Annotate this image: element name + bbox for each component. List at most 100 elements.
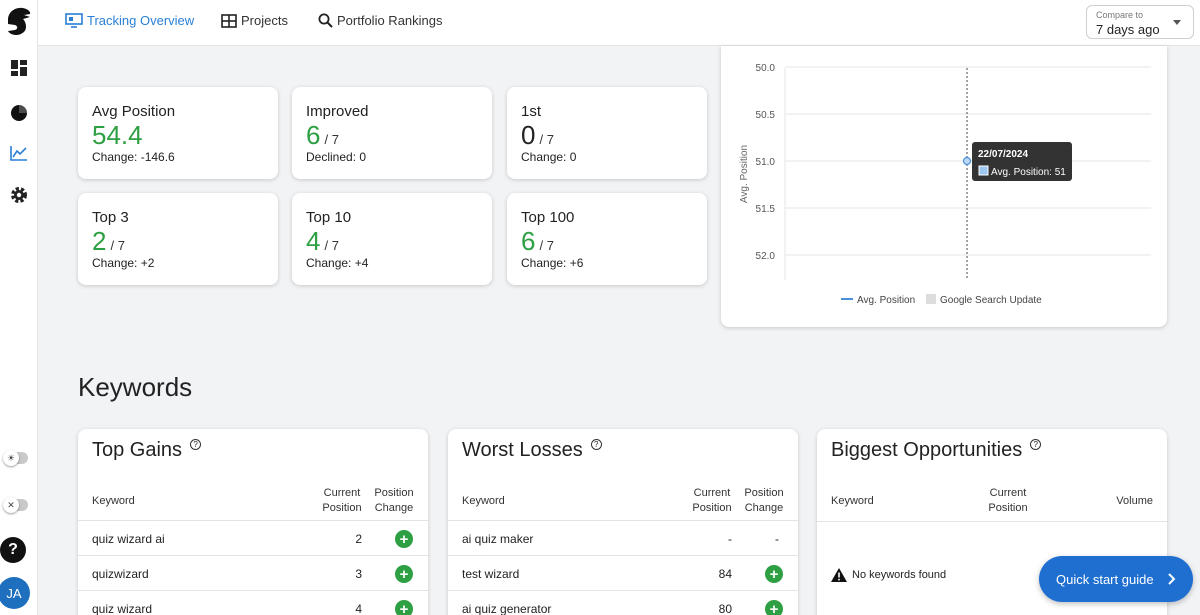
keyword-cell: quizwizard: [92, 567, 149, 581]
compare-select[interactable]: Compare to 7 days ago: [1086, 5, 1194, 39]
tab-projects[interactable]: Projects: [221, 13, 288, 28]
tooltip: 22/07/2024 Avg. Position: 51: [972, 142, 1072, 181]
stat-change: Change: -146.6: [92, 150, 175, 164]
position-cell: 84: [718, 567, 732, 581]
y-tick-label: 52.0: [756, 251, 776, 262]
keyword-cell: quiz wizard: [92, 602, 153, 615]
panel-title: Top Gains?: [92, 439, 202, 462]
col-header-volume: Volume: [1116, 495, 1153, 507]
logo-icon[interactable]: [0, 6, 38, 36]
plus-icon: +: [765, 565, 783, 583]
y-tick-label: 50.5: [756, 110, 776, 121]
stat-card-improved: Improved 6/ 7 Declined: 0: [292, 87, 492, 179]
line-chart-icon[interactable]: [0, 145, 38, 161]
tab-label: Projects: [241, 13, 288, 28]
help-icon[interactable]: ?: [190, 439, 202, 450]
col-header-current: Current Position: [692, 487, 732, 514]
y-tick-label: 50.0: [756, 63, 776, 74]
empty-state: No keywords found: [831, 568, 946, 582]
help-button[interactable]: ?: [0, 537, 26, 563]
keyword-cell: test wizard: [462, 567, 520, 581]
change-cell: -: [775, 532, 779, 546]
col-header-change: Position Change: [744, 487, 784, 514]
stat-title: Top 100: [521, 209, 575, 226]
stat-value: 6/ 7: [521, 226, 554, 256]
tab-tracking-overview[interactable]: Tracking Overview: [65, 13, 194, 28]
worst-losses-panel: Worst Losses? Keyword Current Position P…: [448, 429, 798, 615]
help-icon[interactable]: ?: [1030, 439, 1042, 450]
position-cell: 4: [355, 602, 362, 615]
keyword-cell: quiz wizard ai: [92, 532, 165, 546]
stat-value: 4/ 7: [306, 226, 339, 256]
chevron-right-icon: [1167, 573, 1175, 585]
stat-value: 6/ 7: [306, 120, 339, 150]
stat-change: Change: +2: [92, 256, 155, 270]
col-header-keyword: Keyword: [92, 495, 135, 507]
stat-card-avg-position: Avg Position 54.4 Change: -146.6: [78, 87, 278, 179]
sound-toggle[interactable]: ✕: [3, 497, 28, 513]
tooltip-text: Avg. Position: 51: [991, 167, 1066, 178]
y-axis-label: Avg. Position: [739, 145, 750, 203]
position-cell: 80: [718, 602, 732, 615]
col-header-change: Position Change: [374, 487, 414, 514]
stat-title: Top 3: [92, 209, 129, 226]
stat-title: Avg Position: [92, 103, 176, 120]
keyword-cell: ai quiz generator: [462, 602, 552, 615]
compare-label: Compare to: [1096, 10, 1144, 20]
quick-start-button[interactable]: Quick start guide: [1039, 556, 1193, 602]
table-row[interactable]: ai quiz generator 80 +: [448, 590, 798, 615]
data-point[interactable]: [962, 156, 972, 166]
stat-card-first: 1st 0/ 7 Change: 0: [507, 87, 707, 179]
legend-label: Avg. Position: [857, 295, 915, 306]
stat-change: Change: +4: [306, 256, 369, 270]
stat-title: Top 10: [306, 209, 352, 226]
stat-value: 2/ 7: [92, 226, 125, 256]
col-header-keyword: Keyword: [831, 495, 874, 507]
theme-toggle[interactable]: ☀: [3, 450, 28, 466]
monitor-icon: [65, 13, 83, 28]
legend: Avg. Position Google Search Update: [841, 294, 1042, 306]
table-row[interactable]: ai quiz maker - -: [448, 520, 798, 555]
header-divider: [817, 521, 1167, 522]
plus-icon: +: [395, 530, 413, 548]
position-cell: 2: [355, 532, 362, 546]
quick-start-label: Quick start guide: [1056, 571, 1154, 587]
compare-value: 7 days ago: [1096, 22, 1160, 37]
tab-label: Portfolio Rankings: [337, 13, 443, 28]
stat-change: Change: 0: [521, 150, 577, 164]
chevron-down-icon: [1173, 20, 1181, 25]
y-tick-label: 51.0: [756, 157, 776, 168]
warning-icon: [831, 568, 847, 582]
plus-icon: +: [395, 600, 413, 615]
stat-card-top100: Top 100 6/ 7 Change: +6: [507, 193, 707, 285]
stat-change: Change: +6: [521, 256, 584, 270]
keywords-heading: Keywords: [78, 372, 193, 402]
panel-title: Biggest Opportunities?: [831, 439, 1042, 462]
table-row[interactable]: quiz wizard 4 +: [78, 590, 428, 615]
plus-icon: +: [395, 565, 413, 583]
top-gains-panel: Top Gains? Keyword Current Position Posi…: [78, 429, 428, 615]
tab-portfolio-rankings[interactable]: Portfolio Rankings: [318, 13, 443, 28]
avatar[interactable]: JA: [0, 577, 30, 609]
col-header-current: Current Position: [988, 487, 1028, 514]
col-header-keyword: Keyword: [462, 495, 505, 507]
stat-card-top3: Top 3 2/ 7 Change: +2: [78, 193, 278, 285]
position-cell: -: [728, 532, 732, 546]
gear-icon[interactable]: [0, 186, 38, 204]
sun-icon: ☀: [3, 450, 19, 466]
stat-card-top10: Top 10 4/ 7 Change: +4: [292, 193, 492, 285]
keyword-cell: ai quiz maker: [462, 532, 534, 546]
search-icon: [318, 13, 333, 28]
help-icon[interactable]: ?: [590, 439, 602, 450]
stat-change: Declined: 0: [306, 150, 367, 164]
legend-swatch-google-update: [926, 294, 936, 304]
stat-value: 54.4: [92, 120, 143, 150]
dashboard-icon[interactable]: [0, 60, 38, 76]
table-row[interactable]: test wizard 84 +: [448, 555, 798, 590]
chart-svg: 50.0 50.5 51.0 51.5 52.0 Avg. Position 22/07…: [739, 63, 1151, 306]
table-row[interactable]: quiz wizard ai 2 +: [78, 520, 428, 555]
table-row[interactable]: quizwizard 3 +: [78, 555, 428, 590]
pie-chart-icon[interactable]: [0, 104, 38, 122]
top-navigation: Tracking Overview Projects Portfolio Ran…: [38, 0, 1200, 46]
col-header-current: Current Position: [322, 487, 362, 514]
